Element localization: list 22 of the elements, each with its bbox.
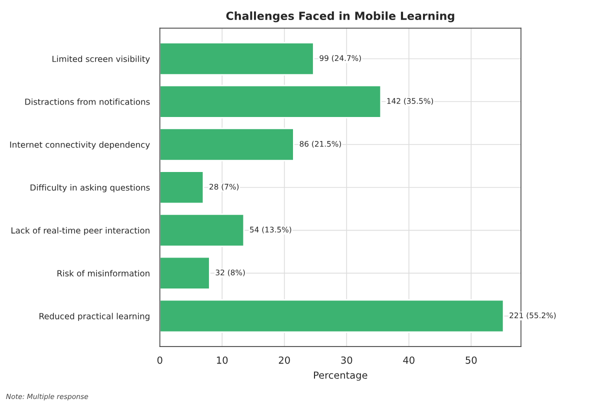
bar (160, 42, 314, 76)
y-tick-label: Distractions from notifications (25, 98, 150, 105)
y-tick-label: Reduced practical learning (40, 312, 150, 321)
y-tick-label: Difficulty in asking questions (30, 184, 150, 192)
chart-title: Challenges Faced in Mobile Learning (226, 11, 454, 22)
bar (160, 84, 382, 118)
x-axis-title: Percentage (314, 372, 368, 381)
x-tick-label: 30 (341, 356, 352, 364)
x-tick-label: 10 (216, 356, 228, 364)
x-tick-label: 40 (403, 356, 414, 364)
bar (160, 170, 204, 204)
bar (160, 128, 294, 162)
y-tick-label: Internet connectivity dependency (10, 141, 150, 150)
y-tick-label: Lack of real-time peer interaction (11, 227, 150, 236)
x-tick-label: 50 (466, 356, 477, 364)
y-tick-label: Limited screen visibility (52, 56, 150, 64)
x-tick-label: 0 (157, 356, 162, 364)
y-tick-label: Risk of misinformation (57, 270, 150, 276)
x-tick-label: 20 (278, 356, 290, 364)
bar (160, 214, 245, 248)
bar (160, 299, 504, 333)
bar (160, 256, 210, 290)
